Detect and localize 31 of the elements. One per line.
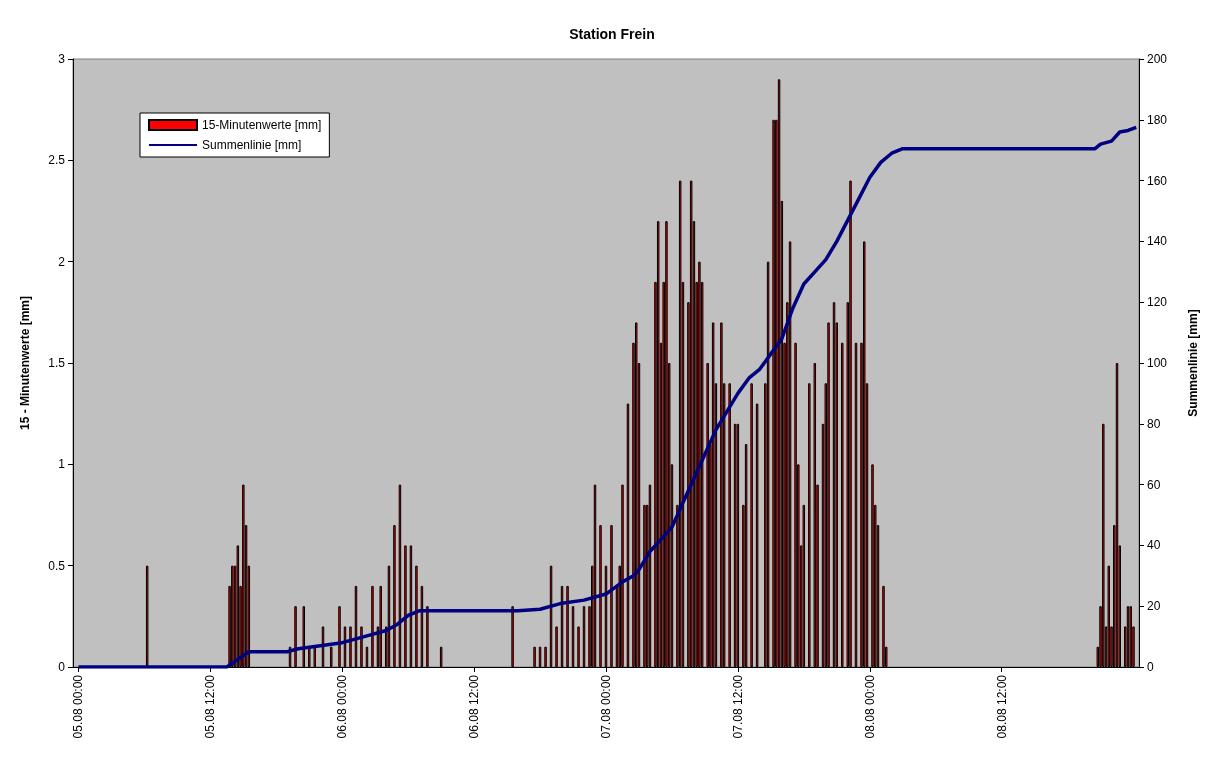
x-tick-label: 06.08 12:00 (467, 674, 482, 739)
y-tick-label: 0 (58, 660, 66, 674)
x-tick-label: 08.08 00:00 (862, 674, 877, 739)
chart-title: Station Frein (569, 26, 655, 42)
legend-label: 15-Minutenwerte [mm] (202, 118, 322, 132)
y2-tick-label: 80 (1147, 416, 1161, 431)
y-tick-label: 1 (58, 457, 66, 472)
y-tick-label: 2 (58, 254, 66, 269)
x-tick-label: 06.08 00:00 (335, 674, 350, 739)
y2-tick-label: 20 (1147, 599, 1161, 614)
legend-label: Summenlinie [mm] (202, 138, 302, 152)
y-tick-label: 2.5 (48, 153, 66, 168)
x-tick-label: 07.08 12:00 (730, 674, 745, 739)
y2-tick-label: 100 (1147, 356, 1168, 370)
y2-axis-title: Summenlinie [mm] (1186, 309, 1200, 417)
y2-tick-label: 0 (1147, 660, 1154, 674)
x-tick-label: 08.08 12:00 (994, 674, 1009, 739)
y2-tick-label: 180 (1147, 112, 1168, 127)
y2-tick-label: 140 (1147, 234, 1168, 249)
y-axis-title: 15 - Minutenwerte [mm] (18, 295, 32, 431)
x-tick-label: 05.08 12:00 (203, 674, 218, 739)
x-tick-label: 07.08 00:00 (599, 674, 613, 739)
y-tick-label: 0.5 (48, 558, 66, 573)
y-tick-label: 3 (58, 52, 66, 66)
y2-tick-label: 200 (1147, 52, 1168, 66)
x-tick-label: 05.08 00:00 (71, 674, 86, 739)
y2-tick-label: 120 (1147, 295, 1168, 310)
y-tick-label: 1.5 (48, 356, 66, 370)
y2-tick-label: 160 (1147, 173, 1168, 188)
y2-tick-label: 60 (1147, 477, 1161, 492)
y2-tick-label: 40 (1147, 538, 1161, 553)
